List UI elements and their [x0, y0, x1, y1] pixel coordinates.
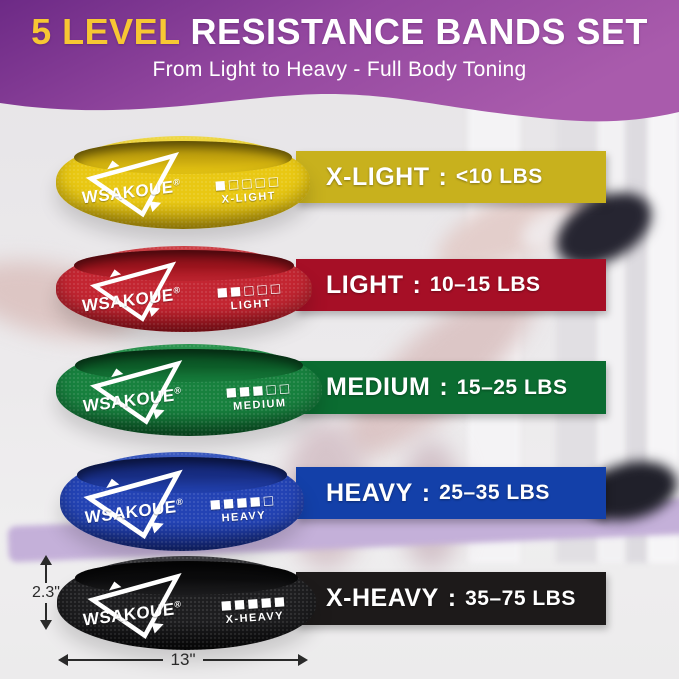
spec-separator: : [439, 373, 448, 401]
width-value: 13" [170, 650, 196, 669]
brand-logo: WSAKOUE® [76, 260, 194, 328]
spec-bar-medium: MEDIUM:15–25 LBS [296, 361, 606, 414]
height-value: 2.3" [32, 583, 60, 601]
registered-mark: ® [173, 177, 181, 189]
title-highlight: 5 LEVEL [31, 11, 180, 52]
header-wave-background [0, 0, 679, 122]
spec-bar-x-heavy: X-HEAVY:35–75 LBS [296, 572, 606, 625]
spec-separator: : [438, 162, 447, 191]
band-x-light: WSAKOUE® ■□□□□ X-LIGHT [56, 136, 310, 229]
spec-separator: : [447, 584, 457, 612]
arrow-up-icon [40, 555, 52, 565]
band-x-heavy: WSAKOUE® ■■■■■ X-HEAVY [57, 556, 316, 650]
height-dimension: 2.3" [26, 555, 66, 630]
spec-bar-heavy: HEAVY:25–35 LBS [296, 467, 606, 519]
page-title: 5 LEVEL RESISTANCE BANDS SET [0, 10, 679, 54]
triangle-logo-icon [89, 261, 177, 322]
level-indicator: ■■■■□ HEAVY [209, 492, 278, 525]
band-heavy: WSAKOUE® ■■■■□ HEAVY [60, 452, 304, 551]
brand-logo: WSAKOUE® [77, 359, 200, 432]
level-indicator: ■■■■■ X-HEAVY [220, 594, 288, 627]
triangle-logo-icon [83, 469, 183, 539]
level-squares-icon: ■■■■□ [209, 492, 278, 511]
arrow-down-icon [40, 620, 52, 630]
level-indicator: ■■■□□ MEDIUM [225, 381, 293, 414]
spec-separator: : [412, 270, 421, 299]
spec-name: LIGHT [326, 270, 404, 299]
spec-range: 35–75 LBS [465, 586, 576, 610]
width-dimension: 13" [58, 650, 309, 670]
triangle-logo-icon [85, 152, 179, 218]
registered-mark: ® [173, 283, 181, 295]
spec-separator: : [421, 478, 431, 507]
title-rest: RESISTANCE BANDS SET [180, 11, 648, 52]
level-indicator: ■□□□□ X-LIGHT [214, 174, 282, 207]
brand-logo: WSAKOUE® [76, 152, 194, 225]
level-indicator: ■■□□□ LIGHT [216, 281, 284, 314]
page-subtitle: From Light to Heavy - Full Body Toning [152, 58, 527, 81]
dimension-line [45, 565, 47, 583]
triangle-logo-icon [89, 360, 183, 425]
spec-range: <10 LBS [455, 165, 543, 188]
spec-bar-light: LIGHT:10–15 LBS [296, 259, 606, 311]
band-medium: WSAKOUE® ■■■□□ MEDIUM [56, 344, 322, 436]
band-opening [77, 456, 287, 493]
registered-mark: ® [174, 598, 183, 609]
dimension-line [203, 659, 299, 661]
band-light: WSAKOUE® ■■□□□ LIGHT [56, 246, 312, 332]
spec-range: 25–35 LBS [439, 481, 550, 504]
arrow-right-icon [298, 654, 309, 666]
registered-mark: ® [176, 496, 184, 508]
spec-range: 15–25 LBS [456, 375, 568, 399]
header: 5 LEVEL RESISTANCE BANDS SET From Light … [0, 0, 679, 135]
registered-mark: ® [174, 385, 182, 397]
spec-range: 10–15 LBS [429, 273, 541, 296]
spec-name: HEAVY [326, 478, 413, 507]
spec-name: X-HEAVY [326, 584, 439, 612]
spec-name: X-LIGHT [326, 162, 430, 191]
arrow-left-icon [58, 654, 68, 666]
spec-name: MEDIUM [326, 373, 431, 401]
dimension-line [45, 602, 47, 620]
brand-logo: WSAKOUE® [78, 469, 192, 545]
dimension-line [68, 659, 163, 661]
spec-bar-x-light: X-LIGHT: <10 LBS [296, 151, 606, 203]
brand-logo: WSAKOUE® [77, 572, 197, 646]
triangle-logo-icon [87, 572, 182, 639]
